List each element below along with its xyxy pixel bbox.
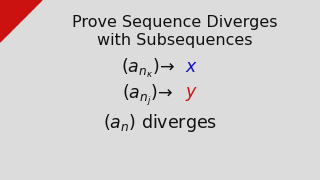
Text: $(a_{n})\ \mathrm{diverges}$: $(a_{n})\ \mathrm{diverges}$	[103, 112, 217, 134]
Text: $(a_{n_{\kappa}})\!\rightarrow\!$: $(a_{n_{\kappa}})\!\rightarrow\!$	[121, 57, 175, 80]
Text: $y$: $y$	[185, 85, 197, 103]
Polygon shape	[0, 0, 42, 42]
Text: Prove Sequence Diverges: Prove Sequence Diverges	[72, 15, 278, 30]
Text: with Subsequences: with Subsequences	[97, 33, 253, 48]
Text: $(a_{n_{j}})\!\rightarrow\!$: $(a_{n_{j}})\!\rightarrow\!$	[122, 82, 174, 108]
Text: $x$: $x$	[185, 58, 197, 76]
